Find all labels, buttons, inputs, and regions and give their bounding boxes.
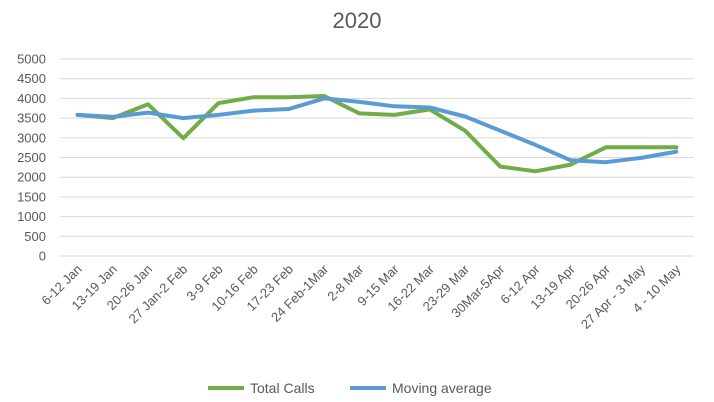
y-tick-label: 1000 — [17, 209, 46, 224]
y-tick-label: 5000 — [17, 52, 46, 67]
y-tick-label: 2000 — [17, 170, 46, 185]
chart-title: 2020 — [333, 8, 382, 33]
chart-title-group: 2020 — [333, 8, 382, 33]
y-tick-label: 3500 — [17, 111, 46, 126]
legend-item: Total Calls — [208, 380, 315, 396]
legend-label: Moving average — [392, 380, 492, 396]
y-tick-label: 4500 — [17, 71, 46, 86]
y-axis-tick-labels: 0 500 1000 1500 2000 2500 3000 3500 4000 4500 5000 — [17, 52, 46, 264]
y-tick-label: 0 — [39, 249, 46, 264]
legend-item: Moving average — [350, 380, 492, 396]
y-tick-label: 500 — [24, 229, 46, 244]
gridlines — [60, 58, 694, 257]
series-line — [75, 96, 679, 165]
series-lines — [75, 94, 679, 174]
y-tick-label: 4000 — [17, 91, 46, 106]
y-tick-label: 3000 — [17, 130, 46, 145]
legend-label: Total Calls — [250, 380, 315, 396]
y-tick-label: 2500 — [17, 150, 46, 165]
legend: Total Calls Moving average — [208, 380, 492, 396]
y-tick-label: 1500 — [17, 189, 46, 204]
